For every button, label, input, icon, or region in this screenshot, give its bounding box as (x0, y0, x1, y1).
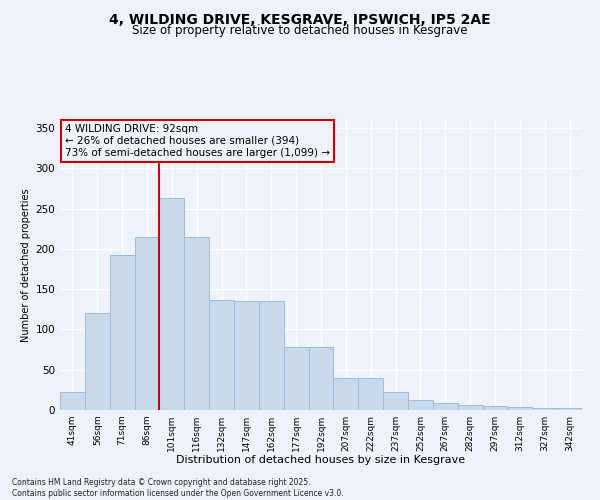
Bar (209, 300, 234, 410)
Bar (110, 254, 134, 410)
Bar (259, 301, 284, 410)
Bar (458, 405, 482, 410)
Bar (358, 378, 383, 410)
Bar (408, 400, 433, 410)
Bar (134, 237, 160, 410)
Text: 4 WILDING DRIVE: 92sqm
← 26% of detached houses are smaller (394)
73% of semi-de: 4 WILDING DRIVE: 92sqm ← 26% of detached… (65, 124, 330, 158)
Y-axis label: Number of detached properties: Number of detached properties (21, 188, 31, 342)
Bar (482, 406, 508, 410)
Bar (160, 198, 184, 410)
Bar (334, 378, 358, 410)
Bar (184, 237, 209, 410)
Bar (532, 408, 557, 410)
Bar (308, 347, 334, 410)
Bar (557, 408, 582, 410)
Bar (60, 392, 85, 410)
Bar (284, 347, 308, 410)
Text: Contains HM Land Registry data © Crown copyright and database right 2025.
Contai: Contains HM Land Registry data © Crown c… (12, 478, 344, 498)
Bar (508, 407, 532, 410)
Bar (234, 301, 259, 410)
Text: 4, WILDING DRIVE, KESGRAVE, IPSWICH, IP5 2AE: 4, WILDING DRIVE, KESGRAVE, IPSWICH, IP5… (109, 12, 491, 26)
X-axis label: Distribution of detached houses by size in Kesgrave: Distribution of detached houses by size … (176, 456, 466, 466)
Text: Size of property relative to detached houses in Kesgrave: Size of property relative to detached ho… (132, 24, 468, 37)
Bar (85, 314, 110, 410)
Bar (383, 392, 408, 410)
Bar (433, 403, 458, 410)
